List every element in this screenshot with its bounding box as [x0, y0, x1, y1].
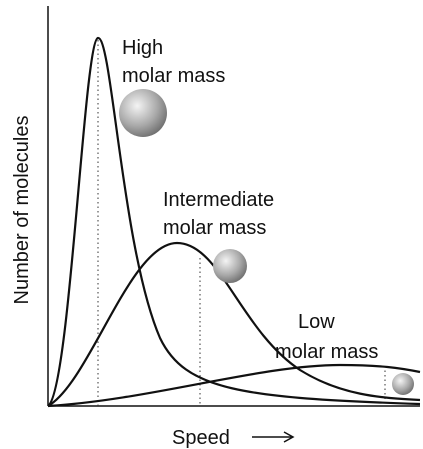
low-curve	[47, 363, 421, 408]
high-curve	[47, 36, 421, 407]
sphere-small	[392, 373, 414, 395]
curve-label: Low	[298, 311, 335, 333]
curve-label: Intermediate	[163, 189, 274, 211]
sphere-medium	[213, 249, 247, 283]
x-axis-label: Speed	[172, 427, 230, 449]
curve-label: molar mass	[275, 341, 378, 363]
y-axis-label: Number of molecules	[11, 116, 33, 305]
curve-label: molar mass	[163, 217, 266, 239]
sphere-large	[119, 89, 167, 137]
x-axis-arrow	[252, 431, 295, 443]
curve-label: High	[122, 37, 163, 59]
curve-label: molar mass	[122, 65, 225, 87]
